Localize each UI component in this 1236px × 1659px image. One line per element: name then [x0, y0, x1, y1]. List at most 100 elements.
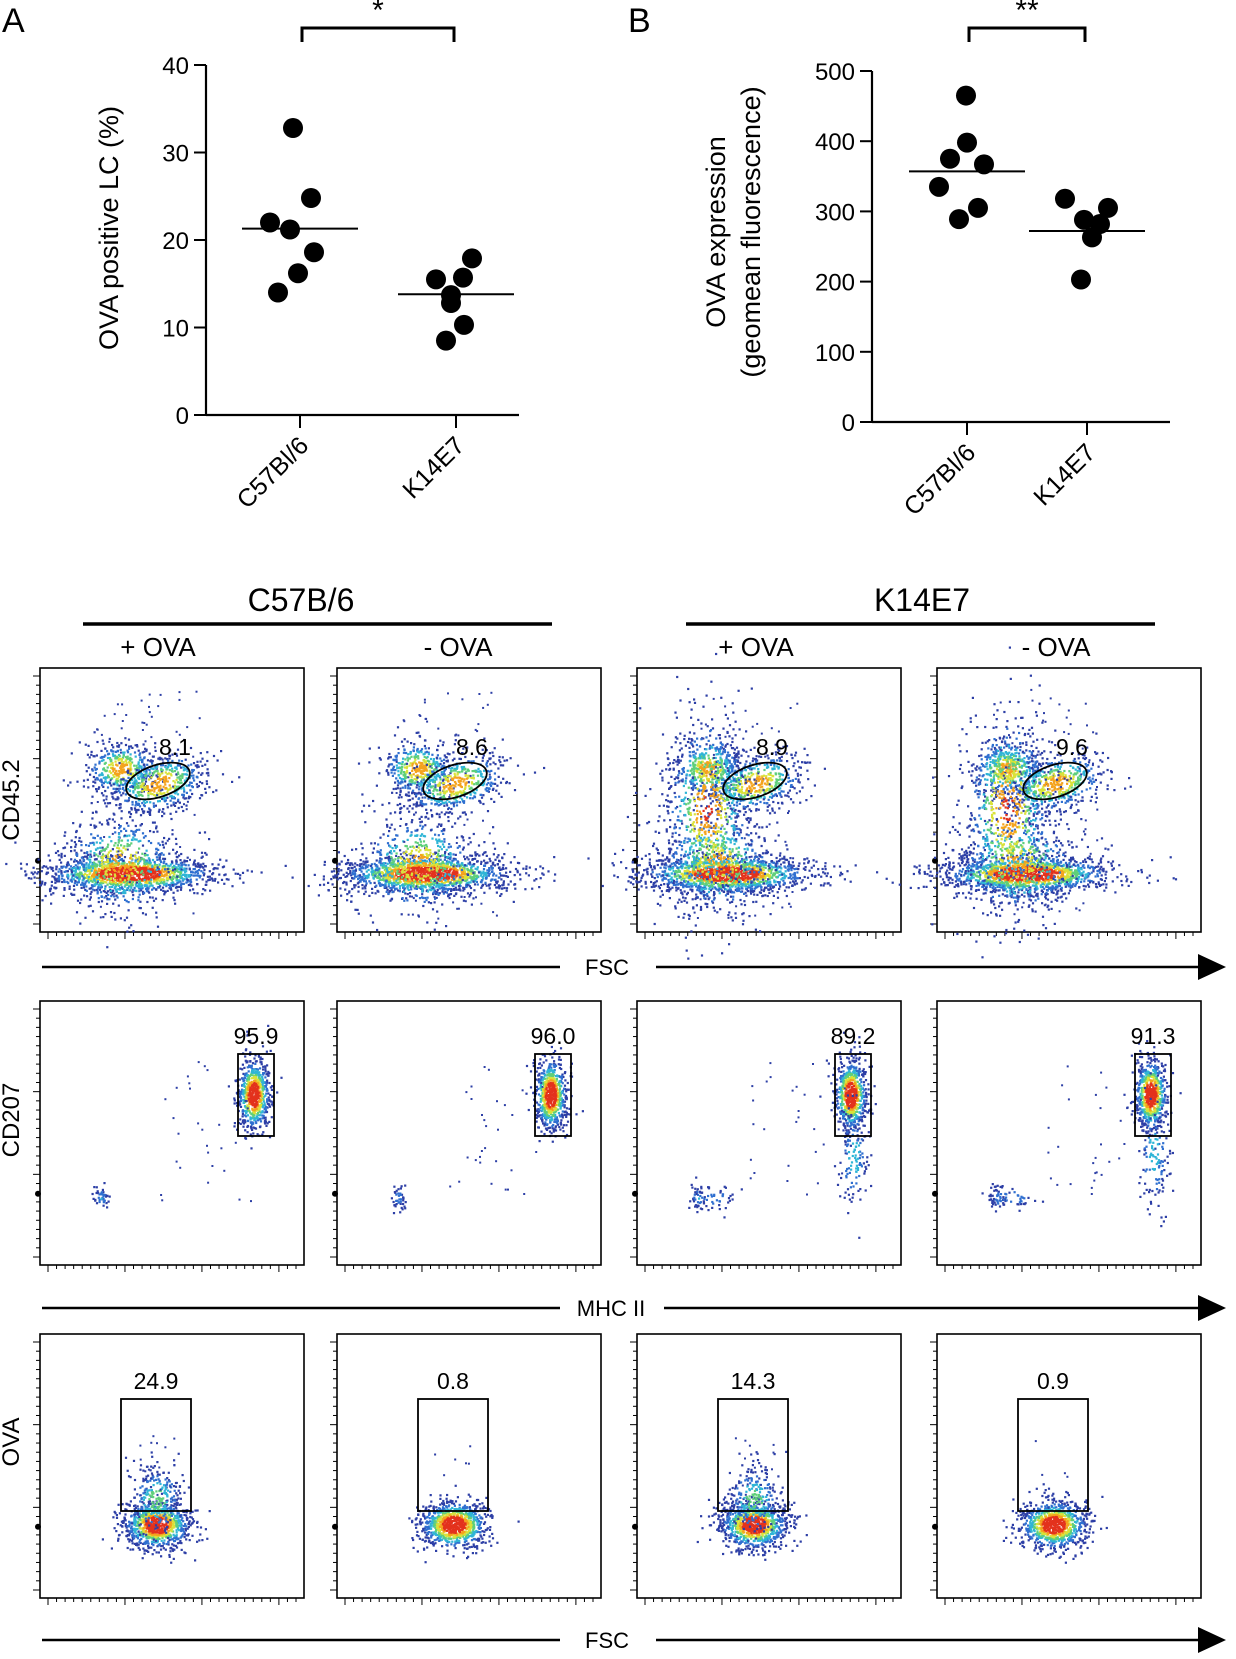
event-dot — [147, 854, 149, 856]
event-dot — [134, 777, 136, 779]
event-dot — [244, 1055, 246, 1057]
event-dot — [172, 867, 174, 869]
event-dot — [199, 1533, 201, 1535]
event-dot — [139, 759, 141, 761]
event-dot — [262, 1074, 264, 1076]
event-dot — [139, 1500, 141, 1502]
event-dot — [100, 906, 102, 908]
event-dot — [110, 855, 112, 857]
event-dot — [192, 775, 194, 777]
event-dot — [122, 1520, 124, 1522]
event-dot — [163, 1492, 165, 1494]
event-dot — [253, 1096, 255, 1098]
event-dot — [52, 892, 54, 894]
event-dot — [223, 1170, 225, 1172]
event-dot — [186, 726, 188, 728]
event-dot — [121, 1526, 123, 1528]
event-dot — [116, 788, 118, 790]
event-dot — [198, 1061, 200, 1063]
event-dot — [99, 1199, 101, 1201]
event-dot — [90, 880, 92, 882]
event-dot — [96, 728, 98, 730]
event-dot — [98, 874, 100, 876]
y-tick-label: 300 — [815, 199, 855, 226]
event-dot — [80, 841, 82, 843]
event-dot — [206, 783, 208, 785]
event-dot — [247, 1120, 249, 1122]
event-dot — [86, 874, 88, 876]
event-dot — [157, 800, 159, 802]
event-dot — [104, 885, 106, 887]
event-dot — [94, 889, 96, 891]
event-dot — [262, 1083, 264, 1085]
event-dot — [93, 1186, 95, 1188]
event-dot — [139, 1487, 141, 1489]
event-dot — [138, 883, 140, 885]
event-dot — [151, 1456, 153, 1458]
event-dot — [115, 888, 117, 890]
event-dot — [267, 1071, 269, 1073]
event-dot — [159, 874, 161, 876]
event-dot — [105, 781, 107, 783]
event-dot — [271, 1116, 273, 1118]
event-dot — [152, 1553, 154, 1555]
event-dot — [135, 852, 137, 854]
event-dot — [93, 844, 95, 846]
event-dot — [14, 842, 16, 844]
event-dot — [145, 774, 147, 776]
event-dot — [20, 868, 22, 870]
event-dot — [189, 889, 191, 891]
event-dot — [101, 757, 103, 759]
event-dot — [116, 742, 118, 744]
event-dot — [148, 840, 150, 842]
event-dot — [114, 831, 116, 833]
event-dot — [74, 841, 76, 843]
event-dot — [149, 760, 151, 762]
event-dot — [198, 772, 200, 774]
event-dot — [137, 899, 139, 901]
event-dot — [169, 1550, 171, 1552]
event-dot — [103, 756, 105, 758]
flow-row3-xaxis — [42, 1627, 1226, 1653]
event-dot — [235, 1142, 237, 1144]
event-dot — [97, 892, 99, 894]
event-dot — [83, 877, 85, 879]
event-dot — [103, 836, 105, 838]
event-dot — [163, 786, 165, 788]
event-dot — [124, 737, 126, 739]
event-dot — [124, 835, 126, 837]
event-dot — [135, 884, 137, 886]
event-dot — [162, 764, 164, 766]
event-dot — [127, 849, 129, 851]
event-dot — [80, 898, 82, 900]
event-dot — [110, 911, 112, 913]
event-dot — [127, 839, 129, 841]
event-dot — [83, 859, 85, 861]
event-dot — [191, 785, 193, 787]
event-dot — [199, 781, 201, 783]
event-dot — [128, 889, 130, 891]
event-dot — [168, 1530, 170, 1532]
event-dot — [161, 1199, 163, 1201]
event-dot — [90, 896, 92, 898]
event-dot — [86, 890, 88, 892]
event-dot — [135, 1516, 137, 1518]
event-dot — [143, 783, 145, 785]
event-dot — [189, 883, 191, 885]
event-dot — [109, 782, 111, 784]
event-dot — [77, 862, 79, 864]
event-dot — [179, 1492, 181, 1494]
event-dot — [152, 859, 154, 861]
event-dot — [142, 874, 144, 876]
event-dot — [138, 1531, 140, 1533]
event-dot — [155, 848, 157, 850]
event-dot — [138, 890, 140, 892]
event-dot — [125, 1519, 127, 1521]
event-dot — [201, 893, 203, 895]
event-dot — [171, 1515, 173, 1517]
event-dot — [183, 791, 185, 793]
event-dot — [133, 1505, 135, 1507]
event-dot — [267, 1092, 269, 1094]
event-dot — [100, 750, 102, 752]
event-dot — [131, 1522, 133, 1524]
